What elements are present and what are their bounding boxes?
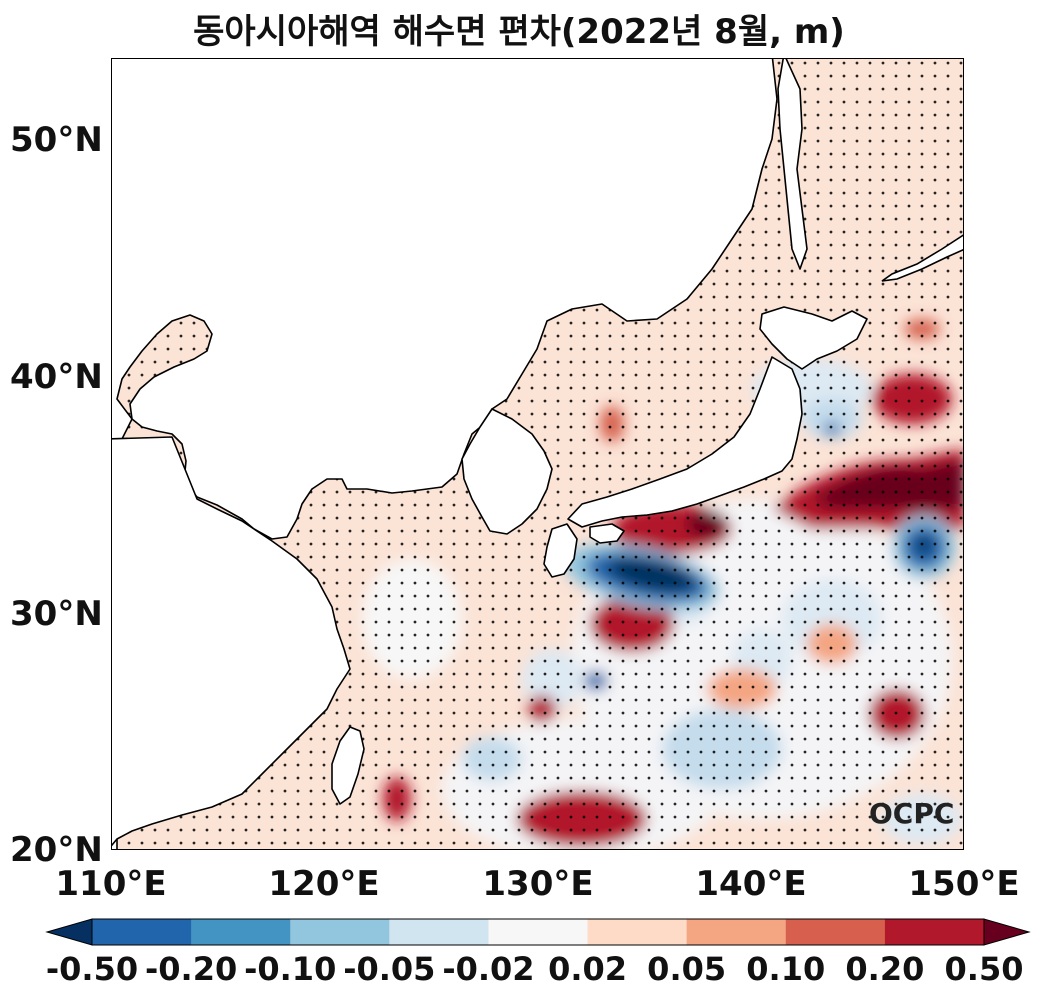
lat-tick-50n: 50°N — [10, 120, 103, 160]
colorbar-segment — [884, 919, 985, 945]
colorbar-label: -0.10 — [244, 950, 337, 988]
land-sakhalin — [777, 59, 808, 270]
land-honshu — [567, 356, 803, 528]
colorbar-label: 0.20 — [845, 950, 925, 988]
lon-tick-150e: 150°E — [908, 864, 1020, 904]
colorbar-label: 0.02 — [548, 950, 628, 988]
sea-level-anomaly-map — [112, 59, 963, 849]
colorbar-segment — [92, 919, 192, 945]
colorbar — [45, 918, 1031, 946]
land-kuril — [881, 234, 963, 282]
colorbar-segments — [92, 919, 985, 945]
colorbar-segment — [389, 919, 489, 945]
lat-tick-30n: 30°N — [10, 594, 103, 634]
colorbar-label: -0.02 — [442, 950, 535, 988]
land-kyushu — [543, 523, 578, 578]
colorbar-label: 0.05 — [647, 950, 727, 988]
colorbar-segment — [785, 919, 886, 945]
colorbar-label: 0.10 — [746, 950, 826, 988]
land-hokkaido — [759, 306, 868, 370]
colorbar-segment — [191, 919, 291, 945]
colorbar-label: 0.50 — [944, 950, 1024, 988]
map-title: 동아시아해역 해수면 편차(2022년 8월, m) — [193, 12, 845, 52]
colorbar-label: -0.05 — [343, 950, 436, 988]
colorbar-arrow-max — [983, 918, 1031, 946]
land-masses — [112, 59, 868, 849]
lon-tick-110e: 110°E — [55, 864, 167, 904]
colorbar-outline — [91, 918, 985, 946]
colorbar-segment — [488, 919, 589, 945]
lon-tick-140e: 140°E — [695, 864, 807, 904]
land-taiwan — [331, 726, 365, 805]
colorbar-label: -0.20 — [144, 950, 238, 988]
lon-tick-120e: 120°E — [268, 864, 380, 904]
land-korea — [461, 408, 553, 535]
ocpc-logo: OCPC — [869, 797, 955, 830]
land-mainland — [112, 59, 778, 849]
land-china-southeast — [112, 436, 351, 847]
colorbar-label: -0.50 — [45, 950, 139, 988]
land-shikoku — [589, 523, 625, 544]
map-panel: OCPC — [111, 58, 964, 850]
lon-tick-130e: 130°E — [482, 864, 594, 904]
lat-tick-40n: 40°N — [10, 357, 103, 397]
colorbar-segment — [686, 919, 787, 945]
lat-tick-20n: 20°N — [10, 830, 103, 870]
colorbar-segment — [290, 919, 390, 945]
colorbar-arrow-min — [45, 918, 93, 946]
colorbar-segment — [587, 919, 688, 945]
